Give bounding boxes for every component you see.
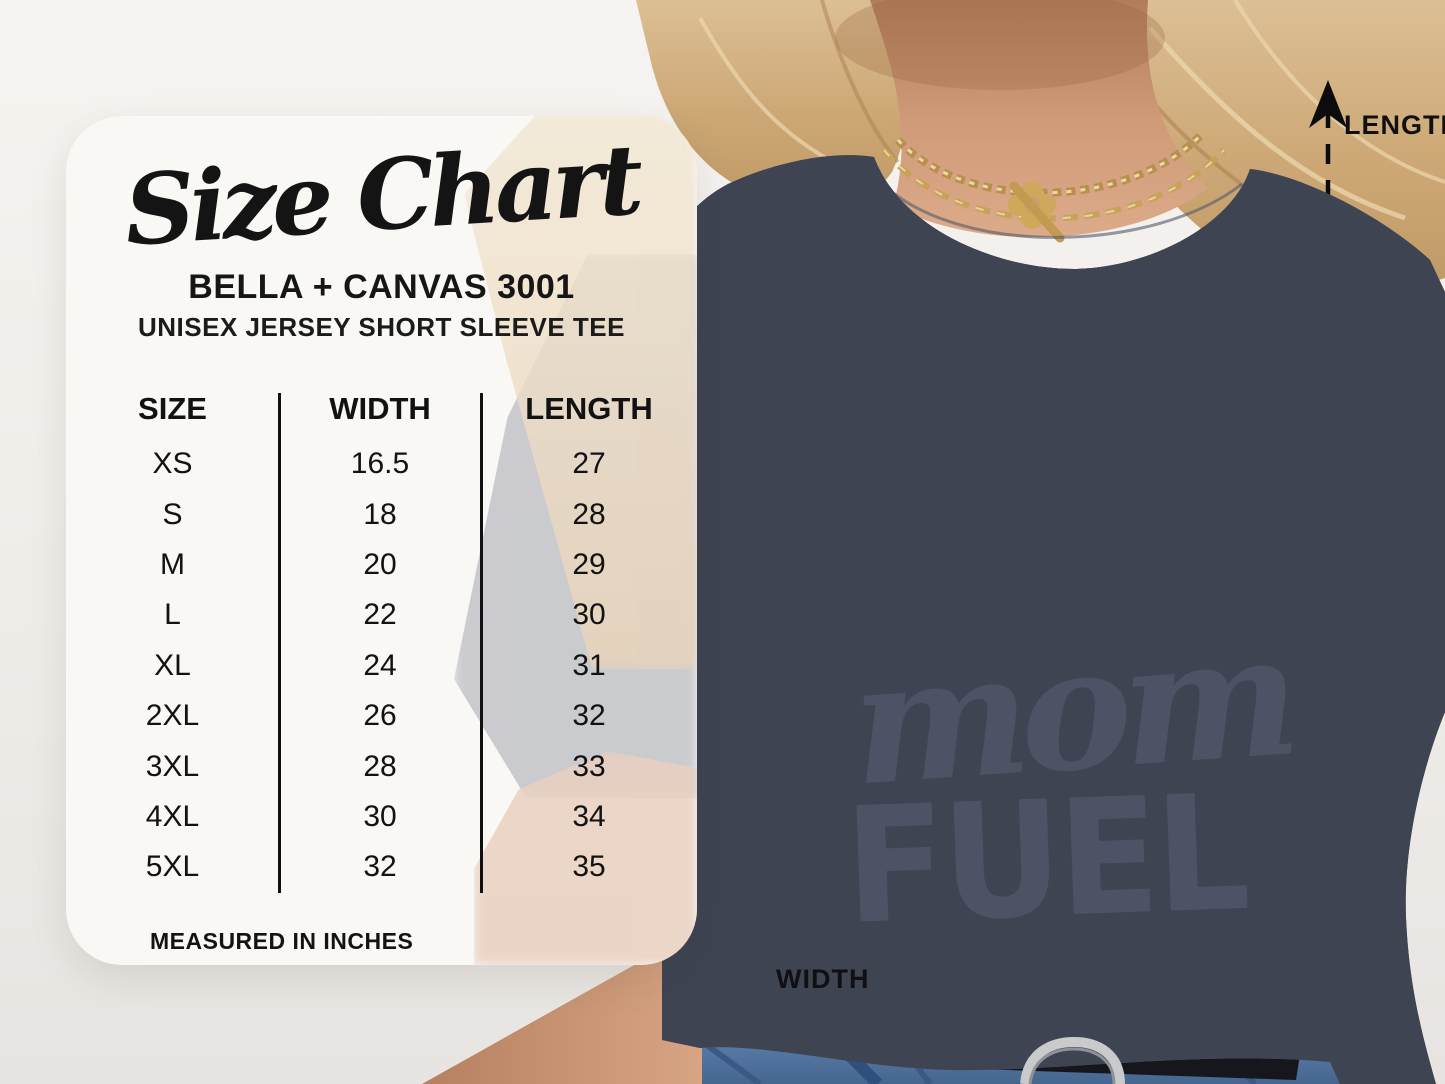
size-chart-card: Size Chart BELLA + CANVAS 3001 UNISEX JE… xyxy=(66,116,697,965)
table-cell: 32 xyxy=(363,850,397,884)
column-header-size: SIZE xyxy=(138,391,207,426)
table-cell: XL xyxy=(154,648,191,682)
table-cell: S xyxy=(162,497,183,531)
table-divider-left xyxy=(278,393,281,893)
table-cell: 27 xyxy=(572,447,606,481)
table-cell: 3XL xyxy=(145,749,200,783)
table-cell: XS xyxy=(152,447,193,481)
table-cell: 16.5 xyxy=(350,447,410,481)
table-cell: 4XL xyxy=(145,799,200,833)
product-line: UNISEX JERSEY SHORT SLEEVE TEE xyxy=(138,312,625,342)
table-cell: 5XL xyxy=(145,850,200,884)
table-cell: 24 xyxy=(363,648,397,682)
width-label: WIDTH xyxy=(776,964,870,994)
measured-in-inches-note: MEASURED IN INCHES xyxy=(150,928,414,954)
table-cell: 26 xyxy=(363,699,397,733)
table-cell: M xyxy=(160,547,185,581)
table-cell: 2XL xyxy=(145,699,200,733)
column-header-length: LENGTH xyxy=(525,391,653,426)
table-cell: 30 xyxy=(572,598,606,632)
neck xyxy=(835,0,1208,238)
length-label: LENGTH xyxy=(1344,110,1445,140)
belt-ring xyxy=(1020,1036,1125,1084)
table-cell: 29 xyxy=(572,547,606,581)
table-cell: L xyxy=(164,598,181,632)
toggle-clasp-pendant xyxy=(1008,181,1065,243)
arrow-up-icon xyxy=(1309,80,1347,128)
forearm xyxy=(422,946,702,1084)
table-cell: 20 xyxy=(363,547,397,581)
table-cell: 28 xyxy=(363,749,397,783)
table-cell: 34 xyxy=(572,799,606,833)
size-table: SIZE WIDTH LENGTH XS 16.5 27 S 18 28 M 2… xyxy=(66,379,697,893)
necklace xyxy=(881,133,1227,243)
table-cell: 31 xyxy=(572,648,606,682)
table-cell: 22 xyxy=(363,598,397,632)
table-cell: 32 xyxy=(572,699,606,733)
table-divider-right xyxy=(480,393,483,893)
table-cell: 35 xyxy=(572,850,606,884)
column-header-width: WIDTH xyxy=(329,391,431,426)
table-cell: 33 xyxy=(572,749,606,783)
belt-ring-shadow xyxy=(1028,1047,1116,1084)
brand-line: BELLA + CANVAS 3001 xyxy=(188,268,575,306)
table-cell: 30 xyxy=(363,799,397,833)
table-cell: 28 xyxy=(572,497,606,531)
table-cell: 18 xyxy=(363,497,397,531)
